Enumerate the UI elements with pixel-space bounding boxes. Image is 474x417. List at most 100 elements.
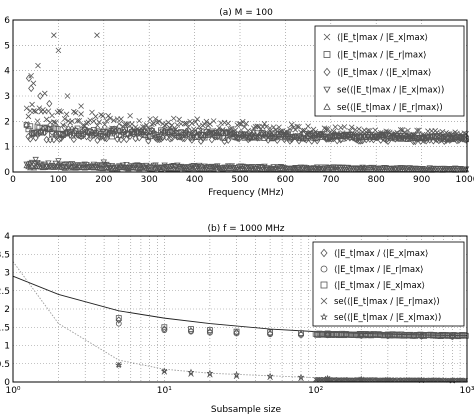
data-point-diamond	[414, 135, 421, 143]
data-point-triangle-up	[264, 165, 272, 172]
data-point-diamond	[121, 127, 128, 136]
legend-marker-square	[323, 51, 331, 58]
legend-label: se(⟨|E_t|max / |E_x|max⟩)	[337, 86, 444, 96]
data-point-diamond	[265, 136, 272, 144]
data-point-diamond	[50, 135, 57, 144]
data-point-triangle-up	[114, 165, 121, 172]
data-point-square	[298, 330, 304, 336]
data-point-x	[150, 120, 157, 127]
y-tick-label: 3	[4, 92, 10, 102]
x-tick-label: 300	[141, 175, 158, 185]
data-point-x	[292, 127, 299, 133]
legend-marker-circle	[320, 265, 328, 273]
data-point-x	[31, 108, 37, 114]
legend-marker-x	[323, 33, 331, 41]
data-point-diamond	[254, 134, 261, 142]
data-point-diamond	[179, 134, 186, 143]
y-tick-label: 0	[4, 378, 10, 388]
data-point-diamond	[403, 132, 410, 140]
data-point-x	[196, 123, 202, 130]
data-point-triangle-up	[61, 165, 68, 171]
data-point-x	[51, 119, 57, 125]
data-point-diamond	[330, 134, 337, 143]
data-point-diamond	[96, 133, 103, 141]
data-point-diamond	[286, 137, 293, 145]
data-point-diamond	[303, 136, 310, 144]
data-point-diamond	[228, 130, 235, 138]
data-point-diamond	[357, 137, 364, 145]
data-point-triangle-up	[83, 164, 90, 171]
data-point-x	[35, 62, 41, 69]
data-point-square	[161, 324, 168, 331]
data-point-diamond	[107, 127, 114, 135]
data-point-circle	[161, 327, 168, 334]
data-point-x	[176, 116, 182, 123]
data-point-x	[100, 113, 106, 119]
data-point-x	[74, 118, 81, 124]
data-point-x	[107, 115, 113, 122]
data-point-diamond	[223, 128, 230, 136]
data-point-square	[165, 128, 172, 135]
data-point-diamond	[246, 134, 254, 143]
data-point-diamond	[115, 316, 122, 324]
legend-label: se(⟨|E_t|max / |E_r|max⟩)	[337, 103, 443, 113]
data-point-x	[87, 117, 93, 124]
data-point-x	[61, 116, 68, 122]
data-point-x	[288, 121, 295, 128]
data-point-x	[92, 113, 99, 120]
y-tick-label: 1	[4, 342, 10, 352]
data-point-x	[243, 120, 250, 127]
data-point-x	[158, 128, 164, 135]
ticks-a: 0 100 200 300 400 500 600 700 800 900 1000 0 1 2 3 4 5 6	[4, 16, 474, 185]
data-point-diamond	[348, 131, 355, 139]
data-point-diamond	[236, 134, 243, 143]
data-point-x	[183, 120, 190, 127]
data-point-triangle-up	[50, 164, 58, 170]
y-tick-label: 3.5	[0, 250, 10, 260]
data-point-diamond	[181, 134, 188, 143]
data-point-diamond	[110, 129, 117, 138]
data-point-diamond	[346, 133, 353, 142]
data-point-diamond	[459, 134, 466, 143]
x-tick-label: 400	[186, 175, 203, 185]
data-point-diamond	[43, 135, 50, 144]
data-point-diamond	[29, 130, 36, 138]
data-point-x	[69, 118, 75, 125]
data-point-x	[174, 122, 181, 128]
data-point-diamond	[167, 134, 174, 143]
data-point-x	[60, 122, 66, 128]
chart-title-a: (a) M = 100	[219, 8, 273, 18]
data-point-triangle-down	[55, 158, 62, 164]
legend-marker-x	[320, 297, 328, 305]
data-point-triangle-down	[170, 162, 177, 169]
data-point-x	[203, 118, 210, 125]
data-point-diamond	[114, 135, 121, 143]
data-point-triangle-up	[165, 166, 172, 172]
legend-label: ⟨|E_t|max / ⟨|E_x|max⟩	[334, 249, 428, 259]
legend-b: ⟨|E_t|max / ⟨|E_x|max⟩ ⟨|E_t|max / |E_r|m…	[312, 241, 465, 327]
ticks-b: 10⁰ 10¹ 10² 10³ 0 0.5 1 1.5 2 2.5 3 3.5 4	[0, 232, 474, 396]
data-point-x	[147, 116, 153, 123]
data-point-x	[96, 119, 103, 125]
data-point-x	[123, 121, 130, 128]
data-point-diamond	[90, 130, 97, 139]
data-point-diamond	[188, 136, 195, 144]
data-point-diamond	[374, 133, 381, 142]
data-point-triangle-up	[181, 165, 188, 172]
data-point-x	[36, 105, 43, 111]
data-point-diamond	[437, 135, 444, 144]
data-point-diamond	[225, 136, 232, 144]
data-point-diamond	[78, 132, 85, 141]
data-point-diamond	[384, 137, 392, 146]
data-point-diamond	[99, 126, 106, 135]
data-point-diamond	[157, 135, 165, 143]
data-point-diamond	[299, 134, 306, 142]
data-point-square	[206, 327, 213, 334]
data-point-triangle-down	[201, 163, 208, 170]
data-point-x	[414, 127, 420, 134]
data-point-diamond	[61, 123, 68, 132]
data-point-triangle-up	[136, 165, 143, 172]
data-point-diamond	[216, 128, 223, 136]
data-point-square	[267, 329, 274, 336]
data-point-diamond	[308, 137, 315, 145]
